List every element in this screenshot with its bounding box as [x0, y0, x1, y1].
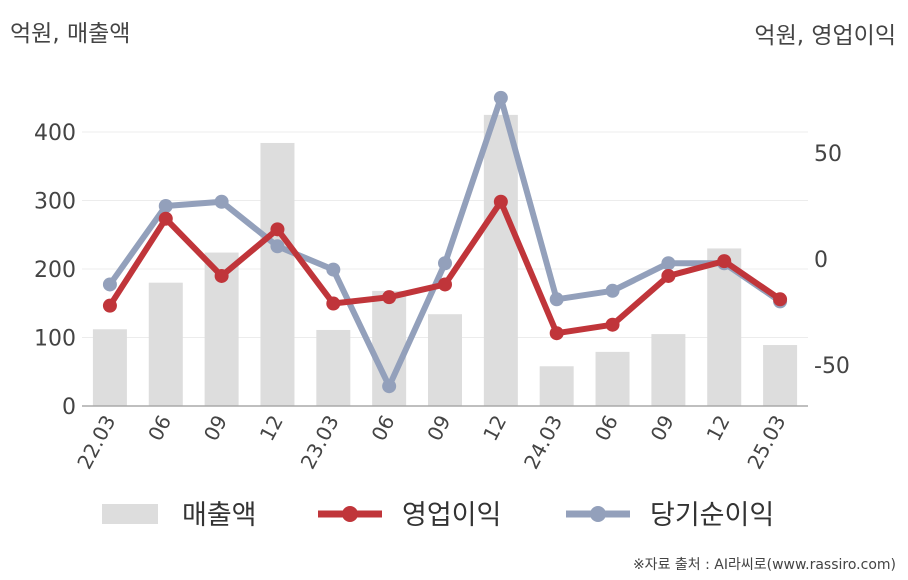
point-net-income — [438, 256, 452, 271]
bar-6 — [428, 314, 462, 406]
x-tick-label: 22.03 — [72, 411, 120, 473]
x-axis: 22.03 06 09 12 23.03 06 09 12 24.03 06 09 12 25.03 — [72, 405, 808, 473]
point-operating-profit — [605, 317, 620, 332]
right-tick-label: 0 — [814, 248, 828, 273]
point-net-income — [661, 256, 676, 271]
point-operating-profit — [382, 290, 397, 305]
point-operating-profit — [270, 222, 285, 237]
left-axis-unit: 억원, 매출액 — [10, 21, 131, 47]
left-tick-label: 400 — [34, 121, 76, 146]
bar-0 — [92, 329, 127, 406]
legend-label: 영업이익 — [402, 500, 501, 531]
x-tick-label: 06 — [143, 411, 176, 445]
x-tick-label: 09 — [422, 411, 455, 445]
left-tick-label: 100 — [34, 327, 76, 352]
point-operating-profit — [102, 298, 117, 313]
point-operating-profit — [438, 277, 452, 292]
point-operating-profit — [717, 254, 732, 269]
left-tick-label: 200 — [34, 258, 76, 283]
point-net-income — [158, 199, 173, 213]
x-tick-label: 06 — [366, 411, 399, 445]
legend-swatch-bar — [102, 504, 158, 524]
point-net-income — [214, 194, 229, 209]
point-operating-profit — [773, 292, 788, 307]
right-tick-label: -50 — [814, 354, 850, 379]
point-operating-profit — [549, 326, 564, 341]
x-tick-label: 12 — [478, 411, 511, 445]
point-net-income — [382, 379, 397, 394]
x-tick-label: 09 — [646, 411, 679, 445]
bar-11 — [707, 248, 742, 406]
point-net-income — [270, 239, 285, 254]
point-net-income — [549, 292, 564, 307]
legend-swatch-marker — [590, 506, 606, 522]
point-net-income — [605, 283, 620, 298]
bar-3 — [260, 142, 295, 406]
legend-label: 매출액 — [182, 500, 257, 531]
x-tick-label: 09 — [199, 411, 232, 445]
x-tick-label: 23.03 — [296, 411, 344, 473]
legend-swatch-marker — [342, 506, 358, 522]
source-note: ※자료 출처 : AI라씨로(www.rassiro.com) — [632, 557, 896, 573]
point-operating-profit — [326, 296, 341, 311]
legend: 매출액 영업이익 당기순이익 — [102, 500, 774, 531]
right-tick-label: 50 — [814, 142, 842, 167]
bar-4 — [316, 329, 351, 406]
bar-1 — [148, 282, 183, 406]
line-series — [102, 90, 788, 394]
point-net-income — [493, 90, 508, 105]
point-operating-profit — [214, 268, 229, 283]
legend-label: 당기순이익 — [650, 500, 774, 531]
left-tick-label: 300 — [34, 190, 76, 215]
x-tick-label: 06 — [590, 411, 623, 445]
bar-7 — [483, 114, 518, 406]
point-operating-profit — [158, 211, 173, 226]
right-axis-ticks: 50 0 -50 — [814, 142, 850, 379]
x-tick-label: 12 — [255, 411, 288, 445]
gridlines — [82, 131, 808, 338]
bar-12 — [763, 345, 798, 406]
bar-series — [92, 114, 798, 406]
x-tick-label: 12 — [702, 411, 735, 445]
x-tick-label: 25.03 — [742, 411, 790, 473]
right-axis-unit: 억원, 영업이익 — [754, 23, 896, 49]
x-tick-label: 24.03 — [519, 411, 567, 473]
bar-9 — [595, 351, 630, 406]
left-tick-label: 0 — [62, 395, 76, 420]
point-operating-profit — [661, 268, 676, 283]
left-axis-ticks: 0 100 200 300 400 — [34, 121, 76, 420]
bar-8 — [539, 366, 574, 406]
point-net-income — [326, 262, 341, 277]
point-operating-profit — [493, 194, 508, 209]
bar-10 — [651, 334, 686, 406]
point-net-income — [102, 277, 117, 292]
